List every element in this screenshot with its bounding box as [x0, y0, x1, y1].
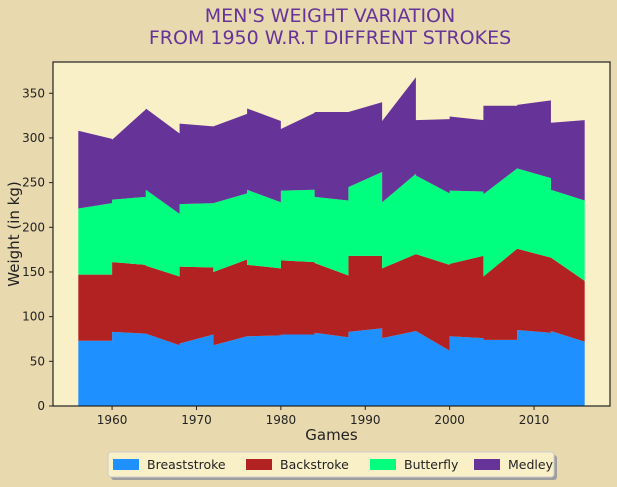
y-tick-label: 150 [22, 265, 45, 279]
area-series-group [78, 77, 585, 406]
legend-label-breaststroke: Breaststroke [147, 457, 226, 472]
x-axis-label: Games [305, 426, 358, 444]
y-tick-label: 350 [22, 86, 45, 100]
y-tick-label: 100 [22, 310, 45, 324]
y-tick-label: 250 [22, 176, 45, 190]
x-tick-label: 1970 [181, 413, 212, 427]
legend-label-medley: Medley [508, 457, 554, 472]
plot-frame [52, 61, 611, 407]
x-tick-label: 2000 [434, 413, 465, 427]
legend-label-butterfly: Butterfly [404, 457, 459, 472]
area-medley [78, 77, 585, 214]
y-axis-label: Weight (in kg) [5, 181, 23, 286]
y-tick-label: 0 [37, 399, 45, 413]
x-tick-label: 2010 [519, 413, 550, 427]
chart-title-line-2: FROM 1950 W.R.T DIFFRENT STROKES [149, 27, 511, 49]
area-butterfly [78, 168, 585, 281]
area-breaststroke [78, 328, 585, 406]
legend-box [107, 451, 555, 478]
legend-swatch-breaststroke [113, 459, 139, 470]
legend-swatch-medley [474, 459, 500, 470]
y-tick-label: 200 [22, 220, 45, 234]
y-tick-label: 50 [30, 354, 45, 368]
area-backstroke [78, 248, 585, 351]
chart-title-line-1: MEN'S WEIGHT VARIATION [205, 5, 455, 27]
x-tick-label: 1960 [97, 413, 128, 427]
legend-swatch-butterfly [370, 459, 396, 470]
x-axis-ticks: 1960 1970 1980 1990 2000 2010 [97, 406, 550, 427]
legend-swatch-backstroke [246, 459, 272, 470]
x-tick-label: 1990 [350, 413, 381, 427]
x-tick-label: 1980 [266, 413, 297, 427]
legend-items: Breaststroke Backstroke Butterfly Medley [113, 457, 554, 472]
y-tick-label: 300 [22, 131, 45, 145]
legend: Breaststroke Backstroke Butterfly Medley [107, 451, 557, 480]
y-axis-ticks: 0 50 100 150 200 250 300 350 [22, 86, 53, 413]
legend-label-backstroke: Backstroke [280, 457, 349, 472]
